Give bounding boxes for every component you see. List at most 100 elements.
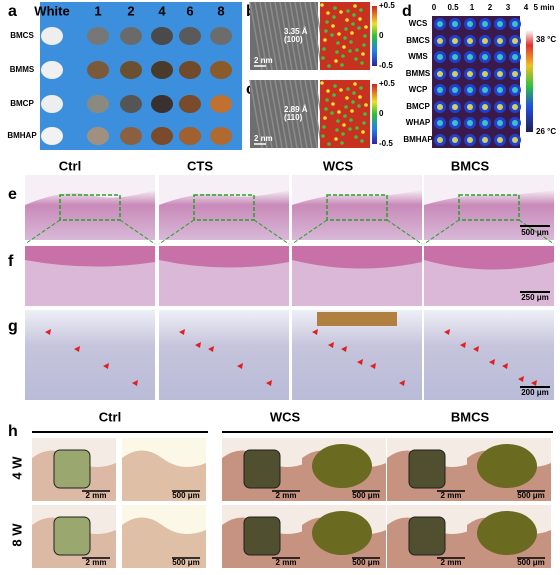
thermal-well-core xyxy=(497,71,503,77)
thermal-well-core xyxy=(512,38,518,44)
row-label: BMHAP xyxy=(7,131,37,140)
arrow xyxy=(531,380,537,386)
sample-pellet xyxy=(210,95,232,113)
sample-pellet xyxy=(41,127,63,145)
implant-detail xyxy=(477,511,537,555)
strain-spot xyxy=(344,27,348,31)
row-label: WCP xyxy=(409,85,428,94)
strain-spot xyxy=(332,15,336,19)
thermal-well-core xyxy=(512,87,518,93)
thermal-well-core xyxy=(497,38,503,44)
strain-spot xyxy=(325,98,329,102)
strain-spot xyxy=(345,96,349,100)
zoom-line xyxy=(253,219,290,245)
lattice-fringe xyxy=(274,1,288,71)
lattice-fringe xyxy=(264,79,278,149)
strain-spot xyxy=(334,59,338,63)
thermal-well-core xyxy=(497,137,503,143)
strain-spot xyxy=(323,38,327,42)
scale-bar-label: 2 mm xyxy=(86,558,107,567)
implant xyxy=(408,516,446,556)
strain-spot xyxy=(322,47,326,51)
strain-spot xyxy=(352,91,356,95)
panel-label: g xyxy=(8,318,18,335)
sample-pellet xyxy=(210,127,232,145)
column-header: WCS xyxy=(323,158,354,173)
scale-bar-label: 2 mm xyxy=(276,558,297,567)
strain-spot xyxy=(351,22,355,26)
strain-spot xyxy=(327,64,331,68)
d-spacing: 3.35 Å xyxy=(284,27,308,36)
strain-spot xyxy=(330,111,334,115)
sample-pellet xyxy=(151,95,173,113)
row-label: BMMS xyxy=(406,69,431,78)
arrow xyxy=(237,363,243,369)
zoom-box xyxy=(193,194,255,221)
strain-spot xyxy=(320,81,324,85)
lattice-fringe xyxy=(299,1,313,71)
scale-bar-label: 500 μm xyxy=(172,558,200,567)
strain-spot xyxy=(359,86,363,90)
thermal-well-core xyxy=(437,120,443,126)
strain-spot xyxy=(363,34,367,38)
strain-spot xyxy=(348,127,352,131)
colorbar-label: 38 °C xyxy=(536,35,556,44)
strain-spot xyxy=(360,139,364,143)
bone-tissue xyxy=(122,450,206,501)
time-label: 2 xyxy=(488,3,493,12)
zoom-line xyxy=(291,219,328,245)
strain-spot xyxy=(364,25,368,29)
strain-spot xyxy=(353,82,357,86)
thermal-well-core xyxy=(482,120,488,126)
ihc-image xyxy=(424,310,554,400)
scale-bar-label: 2 nm xyxy=(254,134,273,143)
sample-pellet xyxy=(151,27,173,45)
strain-spot xyxy=(336,41,340,45)
row-label: BMHAP xyxy=(403,135,433,144)
thermal-well-core xyxy=(497,87,503,93)
arrow xyxy=(489,359,495,365)
lattice-fringe xyxy=(274,79,288,149)
thermal-well-core xyxy=(437,71,443,77)
strain-spot xyxy=(322,125,326,129)
strain-spot xyxy=(361,130,365,134)
time-label: 0 xyxy=(432,3,437,12)
lattice-fringe xyxy=(304,1,318,71)
thermal-image xyxy=(432,16,520,49)
sample-pellet xyxy=(41,61,63,79)
thermal-well-core xyxy=(482,71,488,77)
sample-pellet xyxy=(210,27,232,45)
zoom-line xyxy=(24,219,61,245)
thermal-well-core xyxy=(482,104,488,110)
strain-spot xyxy=(333,6,337,10)
thermal-well-core xyxy=(482,137,488,143)
strain-spot xyxy=(346,87,350,91)
lattice-fringe xyxy=(284,1,298,71)
sample-pellet xyxy=(87,127,109,145)
scale-bar-label: 2 mm xyxy=(86,491,107,500)
thermal-well-core xyxy=(467,104,473,110)
strain-spot xyxy=(334,137,338,141)
colorbar xyxy=(372,84,377,144)
scale-bar-label: 2 mm xyxy=(441,558,462,567)
scale-bar-label: 200 μm xyxy=(521,388,549,397)
d-spacing: 2.89 Å xyxy=(284,105,308,114)
zoom-box xyxy=(59,194,121,221)
scale-bar-label: 2 mm xyxy=(441,491,462,500)
thermal-well-core xyxy=(497,21,503,27)
thermal-well-core xyxy=(437,54,443,60)
implant xyxy=(53,516,91,556)
thermal-well-core xyxy=(467,87,473,93)
row-label: WMS xyxy=(408,52,428,61)
zoom-box xyxy=(326,194,388,221)
tissue xyxy=(292,190,422,240)
sample-pellet xyxy=(120,61,142,79)
scale-bar-label: 500 μm xyxy=(352,558,380,567)
sample-pellet xyxy=(41,95,63,113)
zoom-line xyxy=(386,219,423,245)
thermal-well-core xyxy=(467,137,473,143)
colorbar-label: -0.5 xyxy=(379,139,393,148)
lattice-fringe xyxy=(254,79,268,149)
tissue-surface xyxy=(159,246,289,268)
